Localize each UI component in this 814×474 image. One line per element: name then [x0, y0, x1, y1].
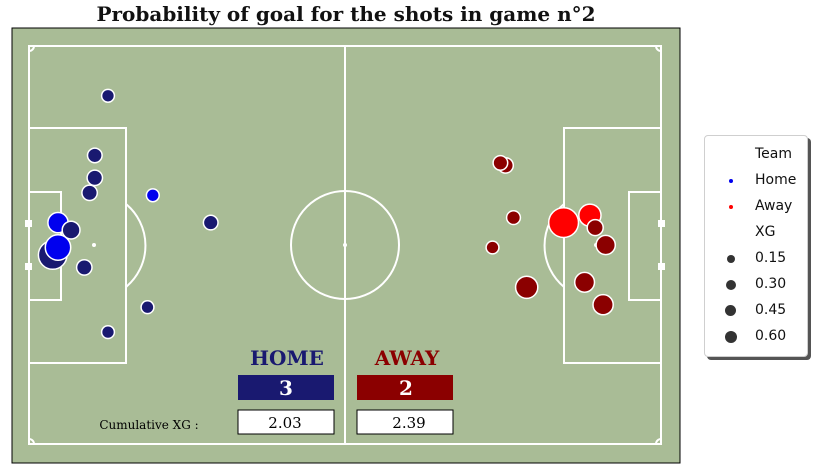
home-shot-marker	[61, 220, 81, 240]
home-shot-marker	[100, 88, 116, 103]
shot-markers	[37, 88, 617, 340]
pitch-chart: HOME AWAY 3 2 Cumulative XG : 2.03 2.39	[11, 27, 681, 464]
cumulative-xg-label: Cumulative XG :	[99, 418, 198, 432]
size-marker-icon	[727, 255, 735, 263]
home-marker-icon	[729, 179, 733, 183]
corner-arc-tr	[655, 45, 662, 52]
home-shot-marker	[81, 184, 99, 202]
legend-size-label: 0.60	[755, 328, 787, 344]
home-shot-marker	[44, 234, 72, 261]
home-shot-marker	[202, 214, 219, 231]
left-penalty-spot	[92, 243, 96, 247]
away-shot-marker	[586, 218, 604, 237]
away-xg-value: 2.39	[392, 414, 425, 432]
home-label: HOME	[250, 346, 324, 370]
legend-size-item: 0.45	[705, 302, 805, 320]
home-shot-marker	[86, 169, 104, 187]
left-goalpost-top	[25, 220, 32, 227]
home-shot-marker	[145, 188, 160, 203]
legend-size-label: 0.15	[755, 250, 787, 266]
centre-circle	[290, 190, 400, 300]
home-score-box	[238, 375, 334, 400]
legend-size-label: 0.30	[755, 276, 787, 292]
home-xg-box	[237, 409, 335, 435]
left-penalty-arc	[125, 203, 147, 288]
centre-spot	[343, 243, 347, 247]
away-shot-marker	[547, 206, 580, 239]
away-shot-marker	[505, 209, 522, 226]
legend-team-title: Team	[755, 146, 793, 162]
corner-arc-tl	[28, 45, 35, 52]
away-xg-box	[356, 409, 454, 435]
left-goalpost-bottom	[25, 263, 32, 270]
legend-item-away: Away	[705, 198, 805, 216]
corner-arc-bl	[28, 438, 35, 445]
scoreboard: HOME AWAY 3 2 Cumulative XG : 2.03 2.39	[99, 346, 454, 435]
right-six-yard-box	[628, 191, 662, 301]
away-shot-marker	[514, 275, 539, 300]
home-shot-marker	[100, 324, 116, 340]
home-shot-marker	[140, 300, 155, 315]
legend-away-label: Away	[755, 198, 793, 214]
legend-home-label: Home	[755, 172, 797, 188]
legend: Team Home Away XG 0.15 0.30 0.45 0.60	[704, 135, 808, 357]
away-label: AWAY	[374, 346, 440, 370]
legend-size-title: XG	[755, 224, 776, 240]
away-score-box	[357, 375, 453, 400]
home-shot-marker	[86, 147, 103, 164]
away-shot-marker	[492, 154, 509, 171]
away-shot-marker	[573, 271, 596, 293]
away-shot-marker	[592, 293, 614, 316]
size-marker-icon	[725, 305, 736, 316]
right-goalpost-top	[658, 220, 665, 227]
size-marker-icon	[725, 331, 737, 343]
legend-size-label: 0.45	[755, 302, 787, 318]
legend-size-item: 0.60	[705, 328, 805, 346]
size-marker-icon	[726, 280, 736, 290]
home-xg-value: 2.03	[268, 414, 301, 432]
home-shot-marker	[75, 258, 93, 276]
home-score: 3	[279, 376, 293, 400]
away-score: 2	[399, 376, 413, 400]
legend-size-item: 0.15	[705, 250, 805, 268]
away-shot-marker	[595, 234, 617, 256]
legend-size-item: 0.30	[705, 276, 805, 294]
corner-arc-br	[655, 438, 662, 445]
legend-item-home: Home	[705, 172, 805, 190]
chart-title: Probability of goal for the shots in gam…	[96, 2, 596, 26]
away-shot-marker	[485, 240, 500, 255]
away-marker-icon	[729, 205, 733, 209]
right-goalpost-bottom	[658, 263, 665, 270]
